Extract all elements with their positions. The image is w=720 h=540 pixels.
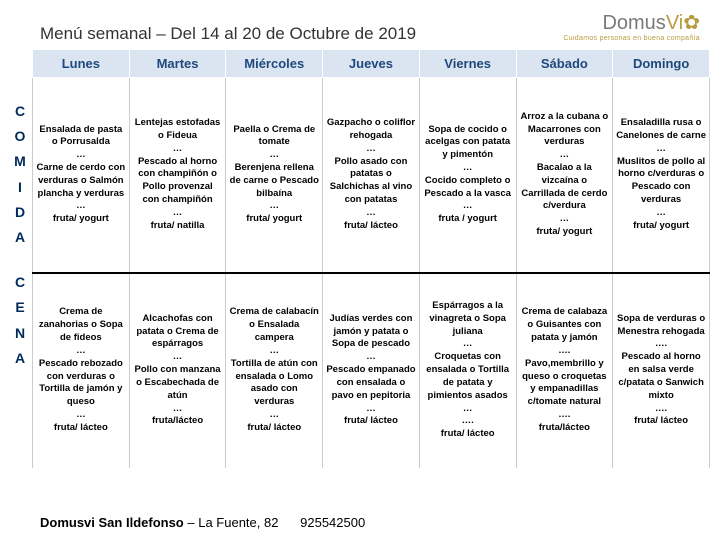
logo-accent: Vi xyxy=(666,12,683,34)
menu-cell: Ensaladilla rusa o Canelones de carne … … xyxy=(613,78,710,273)
page-title: Menú semanal – Del 14 al 20 de Octubre d… xyxy=(40,10,416,44)
menu-cell: Alcachofas con patata o Crema de espárra… xyxy=(129,273,226,468)
footer: Domusvi San Ildefonso – La Fuente, 82 92… xyxy=(40,515,365,530)
brand-logo: DomusVi✿ Cuidamos personas en buena comp… xyxy=(563,10,700,42)
menu-cell: Ensalada de pasta o Porrusalda … Carne d… xyxy=(33,78,130,273)
menu-grid-wrap: COMIDA CENA LunesMartesMiércolesJuevesVi… xyxy=(0,49,720,468)
row-label-cena: CENA xyxy=(8,250,32,371)
row-label-comida: COMIDA xyxy=(8,79,32,250)
menu-cell: Paella o Crema de tomate … Berenjena rel… xyxy=(226,78,323,273)
day-header: Lunes xyxy=(33,50,130,78)
menu-cell: Lentejas estofadas o Fideua … Pescado al… xyxy=(129,78,226,273)
logo-prefix: Domus xyxy=(602,12,665,34)
menu-cell: Sopa de verduras o Menestra rehogada …. … xyxy=(613,273,710,468)
menu-cell: Espárragos a la vinagreta o Sopa juliana… xyxy=(419,273,516,468)
footer-address: – La Fuente, 82 xyxy=(187,515,278,530)
logo-tagline: Cuidamos personas en buena compañía xyxy=(563,35,700,42)
menu-cell: Judías verdes con jamón y patata o Sopa … xyxy=(323,273,420,468)
menu-cell: Crema de calabacín o Ensalada campera … … xyxy=(226,273,323,468)
day-header: Martes xyxy=(129,50,226,78)
day-header: Viernes xyxy=(419,50,516,78)
menu-table: LunesMartesMiércolesJuevesViernesSábadoD… xyxy=(32,49,710,468)
day-header: Sábado xyxy=(516,50,613,78)
footer-name: Domusvi San Ildefonso xyxy=(40,515,184,530)
day-header: Domingo xyxy=(613,50,710,78)
day-header: Miércoles xyxy=(226,50,323,78)
footer-phone: 925542500 xyxy=(300,515,365,530)
day-header: Jueves xyxy=(323,50,420,78)
menu-cell: Gazpacho o coliflor rehogada … Pollo asa… xyxy=(323,78,420,273)
menu-cell: Sopa de cocido o acelgas con patata y pi… xyxy=(419,78,516,273)
menu-cell: Crema de calabaza o Guisantes con patata… xyxy=(516,273,613,468)
logo-flourish-icon: ✿ xyxy=(683,12,700,34)
menu-cell: Arroz a la cubana o Macarrones con verdu… xyxy=(516,78,613,273)
menu-cell: Crema de zanahorias o Sopa de fideos … P… xyxy=(33,273,130,468)
